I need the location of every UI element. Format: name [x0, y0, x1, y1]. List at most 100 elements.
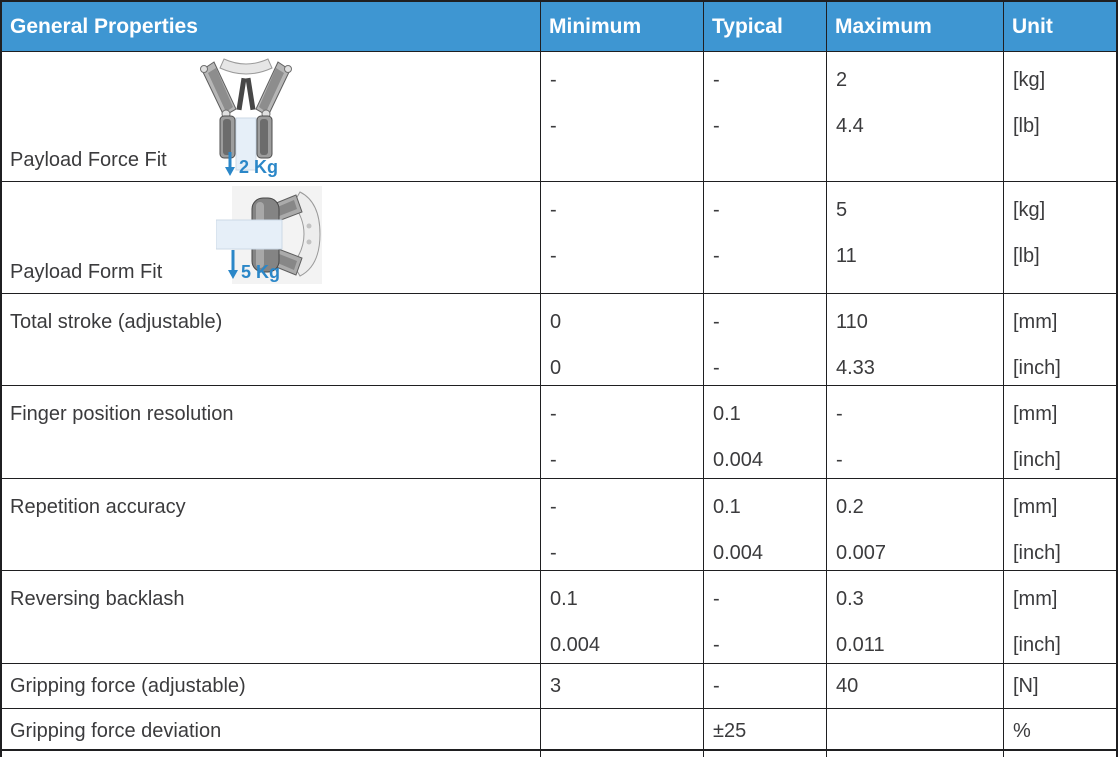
value: 0.007	[836, 541, 887, 564]
typical-cell: - -	[704, 294, 827, 385]
row-label-cell: Gripping force (adjustable)	[2, 664, 541, 708]
maximum-cell: 0.3 0.011	[827, 571, 1004, 663]
column-header-typical: Typical	[704, 2, 827, 51]
maximum-cell: - -	[827, 386, 1004, 478]
table-row-payload-force-fit: 2 Kg Payload Force Fit - - - - 2 4.4 [kg…	[2, 52, 1116, 182]
row-label: Payload Force Fit	[10, 149, 167, 171]
value: 4.4	[836, 114, 864, 137]
row-label-cell	[2, 751, 541, 757]
minimum-cell: - -	[541, 386, 704, 478]
unit: [kg]	[1013, 68, 1046, 91]
row-label-cell: Reversing backlash	[2, 571, 541, 663]
table-row-reversing-backlash: Reversing backlash 0.1 0.004 - - 0.3 0.0…	[2, 571, 1116, 664]
value: -	[836, 402, 843, 425]
value: 0.011	[836, 633, 885, 656]
maximum-cell: 5 11	[827, 182, 1004, 293]
table-row-payload-form-fit: 5 Kg Payload Form Fit - - - - 5 11 [kg] …	[2, 182, 1116, 294]
typical-cell	[704, 751, 827, 757]
value: -	[550, 244, 557, 267]
maximum-cell: 110 4.33	[827, 294, 1004, 385]
maximum-cell	[827, 751, 1004, 757]
typical-cell: - -	[704, 182, 827, 293]
payload-5kg-arrow-icon	[228, 250, 238, 279]
value: 0.004	[713, 448, 764, 471]
value: -	[550, 402, 557, 425]
value	[827, 709, 1003, 749]
value: -	[550, 495, 557, 518]
value: 0.1	[550, 587, 578, 610]
unit-cell: [mm] [inch]	[1004, 386, 1116, 478]
unit: [inch]	[1013, 541, 1061, 564]
minimum-cell	[541, 751, 704, 757]
unit: [inch]	[1013, 356, 1061, 379]
row-label-cell: 2 Kg Payload Force Fit	[2, 52, 541, 181]
row-label: Payload Form Fit	[10, 261, 163, 283]
value	[541, 709, 703, 749]
value: -	[713, 674, 720, 697]
row-label: Reversing backlash	[10, 587, 185, 610]
row-label-cell: Total stroke (adjustable)	[2, 294, 541, 385]
unit: [N]	[1013, 674, 1039, 697]
unit-cell: [mm] [inch]	[1004, 294, 1116, 385]
row-label: Repetition accuracy	[10, 495, 186, 518]
unit-cell: %	[1004, 709, 1116, 749]
payload-2kg-arrow-icon	[225, 152, 235, 176]
unit: %	[1013, 719, 1031, 742]
unit: [inch]	[1013, 633, 1061, 656]
minimum-cell: - -	[541, 182, 704, 293]
unit: [kg]	[1013, 198, 1046, 221]
unit-cell: [mm] [inch]	[1004, 479, 1116, 570]
value: -	[713, 310, 720, 333]
value: -	[713, 68, 720, 91]
unit-cell: [mm] [inch]	[1004, 571, 1116, 663]
value: -	[713, 244, 720, 267]
typical-cell: 0.1 0.004	[704, 479, 827, 570]
value: -	[550, 198, 557, 221]
maximum-cell	[827, 709, 1004, 749]
minimum-cell: - -	[541, 479, 704, 570]
value: 0.2	[836, 495, 864, 518]
row-label-cell: Repetition accuracy	[2, 479, 541, 570]
maximum-cell: 0.2 0.007	[827, 479, 1004, 570]
table-row-total-stroke: Total stroke (adjustable) 0 0 - - 110 4.…	[2, 294, 1116, 386]
row-label: Gripping force (adjustable)	[10, 674, 246, 697]
value: 0	[550, 356, 562, 379]
unit: [mm]	[1013, 495, 1058, 518]
value: -	[836, 448, 843, 471]
value: 5	[836, 198, 848, 221]
minimum-cell: 0 0	[541, 294, 704, 385]
unit-cell	[1004, 751, 1116, 757]
unit-cell: [kg] [lb]	[1004, 52, 1116, 181]
value: -	[550, 541, 557, 564]
minimum-cell	[541, 709, 704, 749]
typical-cell: - -	[704, 571, 827, 663]
table-header-row: General Properties Minimum Typical Maxim…	[2, 2, 1116, 52]
table-row-gripping-force-deviation: Gripping force deviation ±25 %	[2, 709, 1116, 751]
value: 40	[836, 674, 859, 697]
typical-cell: -	[704, 664, 827, 708]
column-header-maximum: Maximum	[827, 2, 1004, 51]
value: 3	[550, 674, 562, 697]
typical-cell: - -	[704, 52, 827, 181]
value: 0.004	[713, 541, 764, 564]
table-row-partial	[2, 751, 1116, 757]
payload-badge-2kg: 2 Kg	[239, 157, 278, 177]
value: -	[713, 633, 720, 656]
value: 0.1	[713, 402, 741, 425]
value: ±25	[713, 719, 747, 742]
maximum-cell: 2 4.4	[827, 52, 1004, 181]
gripper-form-fit-image: 5 Kg	[216, 186, 322, 284]
minimum-cell: 3	[541, 664, 704, 708]
typical-cell: ±25	[704, 709, 827, 749]
value: -	[713, 114, 720, 137]
row-label-cell: Finger position resolution	[2, 386, 541, 478]
unit-cell: [kg] [lb]	[1004, 182, 1116, 293]
typical-cell: 0.1 0.004	[704, 386, 827, 478]
value: 11	[836, 244, 857, 267]
unit: [mm]	[1013, 310, 1058, 333]
row-label: Finger position resolution	[10, 402, 234, 425]
value: -	[713, 356, 720, 379]
minimum-cell: 0.1 0.004	[541, 571, 704, 663]
